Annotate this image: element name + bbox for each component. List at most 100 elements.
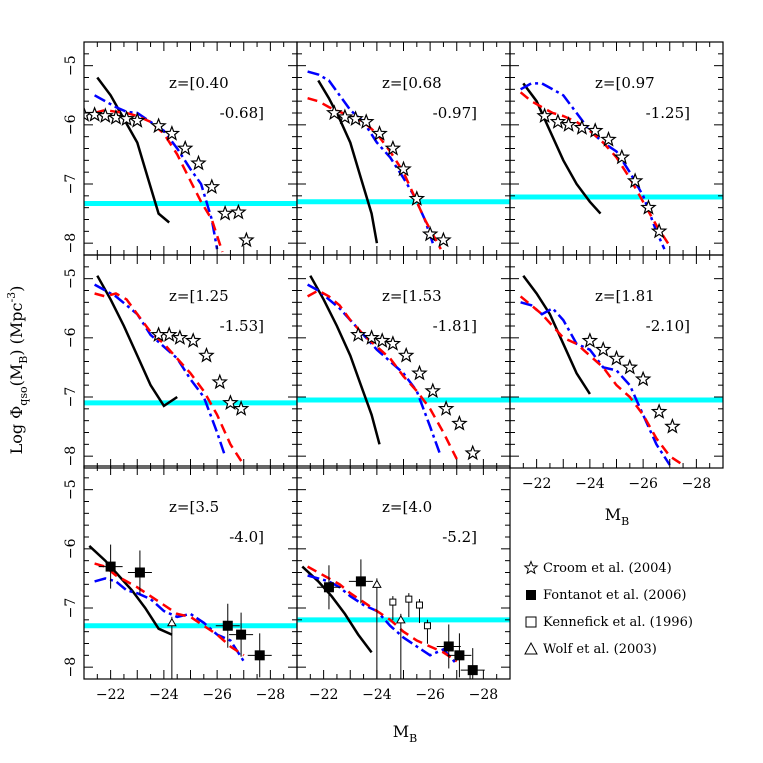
croom-star-point [160,326,178,342]
croom-star-point [184,332,202,348]
croom-star-point [573,119,591,135]
croom-star-point [86,106,103,122]
croom-star-point [107,108,125,125]
croom-star-point [395,160,412,177]
legend-label: Kennefick et al. (1996) [543,615,693,630]
croom-star-point [176,139,194,156]
croom-star-point [613,148,631,165]
croom-star-point [435,231,452,248]
blue-model-curve [307,70,434,244]
black-model-curve [522,274,591,395]
fontanot-filled-square-point [134,567,145,578]
croom-star-point [118,110,135,126]
fontanot-filled-square-point [105,561,116,572]
red-model-curve [94,108,224,253]
red-model-curve [519,295,684,467]
panel-3: −5 −6 −7 −8 z=[1.25 -1.53] [63,254,298,469]
redshift-label-line2: -0.97] [433,104,477,122]
legend-open-triangle-marker [524,641,538,655]
fontanot-filled-square-point [323,582,334,593]
x-axis-title-main: M [605,505,621,524]
croom-star-point [536,107,553,123]
x-tick-label: −26 [628,476,658,492]
fontanot-filled-square-point [222,620,233,631]
black-model-curve [96,76,171,224]
fontanot-filled-square-point [454,650,465,661]
kennefick-open-square-point [389,598,397,606]
croom-star-point [586,122,604,138]
red-model-curve [94,562,245,657]
croom-star-point [594,340,612,357]
y-axis-title-part: ) [7,286,26,292]
y-tick-label: −5 [63,55,79,76]
x-tick-label: −28 [256,687,286,703]
croom-star-point [357,113,375,129]
kennefick-open-square-point [423,622,431,630]
panel-4: z=[1.53 -1.81] [296,254,511,469]
y-axis-title-part: ) (Mpc [7,303,26,356]
x-tick-label: −28 [682,476,712,492]
legend-label: Croom et al. (2004) [543,561,672,576]
y-tick-label: −5 [63,479,79,500]
panel-plot-area [84,544,297,679]
redshift-label-line2: -2.10] [646,317,690,335]
y-tick-label: −7 [63,174,79,195]
panel-1: z=[0.68 -0.97] [296,41,511,256]
croom-star-point [128,112,146,128]
x-axis-title: MB MB [393,505,629,745]
x-axis-title-bottom: MB [393,722,417,745]
croom-star-point [198,346,215,363]
panel-plot-area [510,82,723,250]
croom-star-point [421,225,439,242]
y-axis-title-part: Log Φ [7,406,26,455]
croom-star-point [373,332,391,348]
panel-plot-area [297,275,510,461]
croom-star-point [640,199,657,215]
croom-star-point [347,110,364,126]
redshift-label-line1: z=[1.53 [382,287,442,305]
redshift-label-line2: -1.53] [220,317,264,335]
x-tick-label: −24 [149,687,179,703]
blue-model-curve [519,82,666,250]
croom-star-point [232,400,250,416]
fontanot-filled-square-point [443,641,454,652]
legend-filled-square-marker [526,590,536,600]
panel-plot-area [84,76,297,253]
panel-6: −5 −6 −7 −8 −22 −24 −26 −28 z=[3.5 -4.0] [63,465,298,703]
legend-label: Fontanot et al. (2006) [543,588,687,603]
croom-star-point [96,107,114,123]
panel-plot-area [297,70,510,250]
croom-star-point [626,172,644,189]
croom-star-point [634,370,652,387]
x-tick-label: −22 [522,476,552,492]
y-axis-title: Log Φqso(MB) (Mpc-3) [5,286,30,455]
y-tick-label: −6 [63,538,79,559]
black-model-curve [88,544,173,636]
kennefick-open-square-point [415,601,423,609]
redshift-label-line1: z=[4.0 [382,498,432,516]
red-model-curve [306,565,458,663]
redshift-label-line2: -0.68] [220,104,264,122]
legend-open-square-marker [525,616,537,628]
croom-star-point [203,178,221,194]
wolf-open-triangle-point [167,617,177,627]
redshift-label-line1: z=[1.25 [169,287,229,305]
x-tick-label: −24 [362,687,392,703]
panel-plot-area [297,559,510,679]
x-axis-title-main: M [393,722,409,741]
y-tick-label: −7 [63,387,79,408]
croom-star-point [384,335,402,351]
x-axis-title-right: MB [605,505,629,528]
x-tick-label: −22 [309,687,339,703]
red-model-curve [306,289,458,460]
croom-star-point [464,444,482,461]
croom-star-point [608,349,625,366]
fontanot-filled-square-point [355,576,366,587]
y-tick-label: −8 [63,233,79,254]
y-tick-label: −8 [63,446,79,467]
wolf-open-triangle-point [395,614,406,624]
black-model-curve [522,82,602,215]
panel-plot-area [84,275,297,466]
croom-star-point [384,139,402,156]
